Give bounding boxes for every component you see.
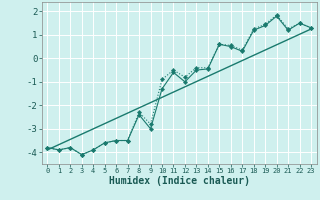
X-axis label: Humidex (Indice chaleur): Humidex (Indice chaleur) <box>109 176 250 186</box>
